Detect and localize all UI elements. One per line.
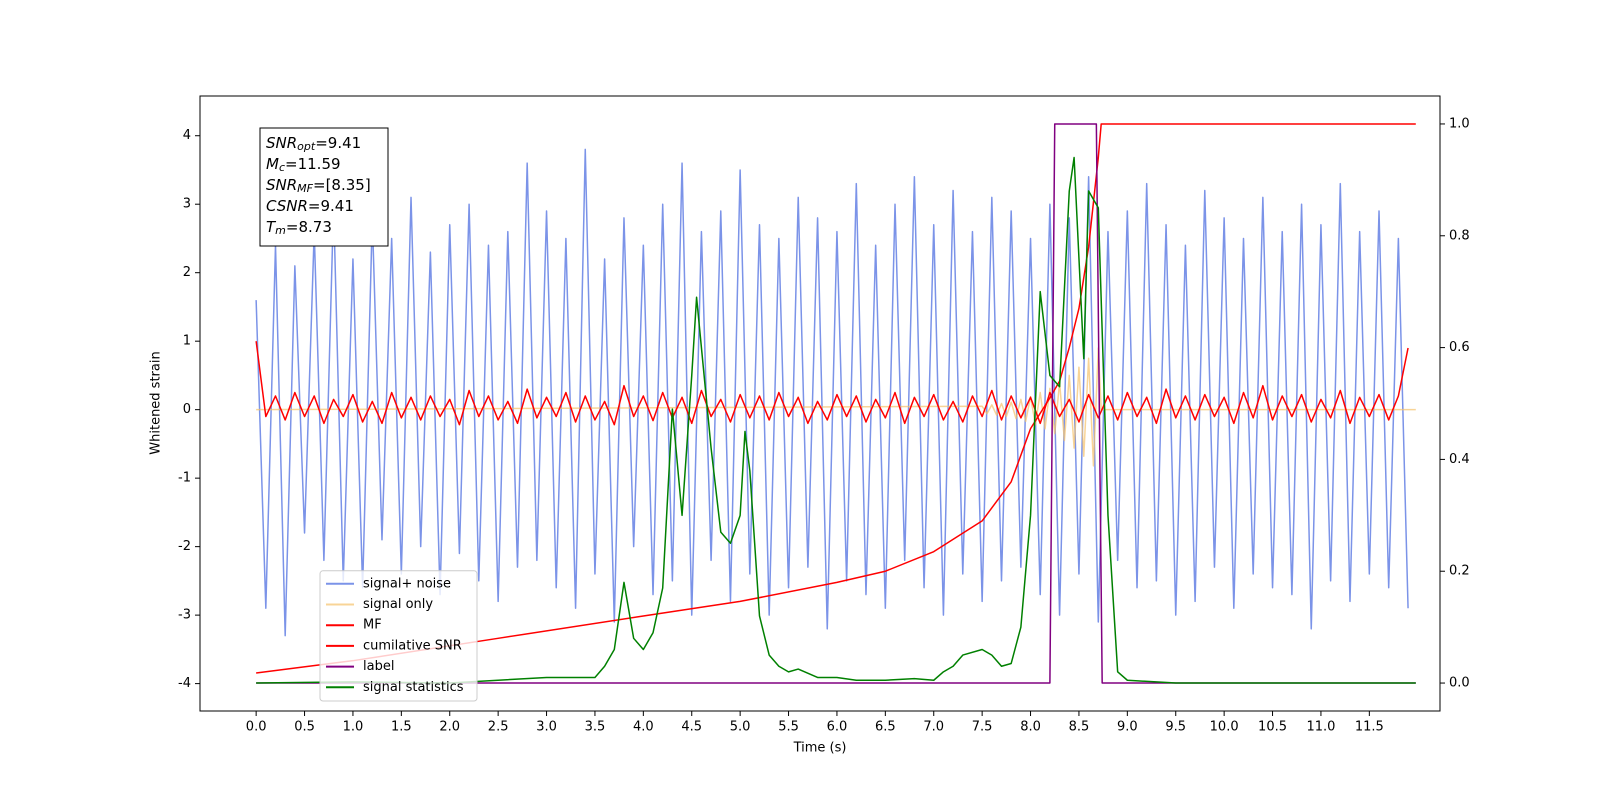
y2-tick-label: 0.2 [1449, 564, 1470, 579]
x-tick-label: 10.5 [1258, 720, 1287, 735]
x-tick-label: 8.5 [1069, 720, 1090, 735]
annotation-subscript: opt [297, 140, 316, 153]
x-tick-label: 11.0 [1306, 720, 1335, 735]
annotation-box [259, 127, 389, 247]
y-tick-label: 1 [183, 334, 191, 349]
series-line [256, 123, 1416, 674]
annotation-line: Mc=11.59 [266, 155, 341, 175]
annotation-symbol: T [266, 218, 277, 236]
y2-tick-label: 1.0 [1449, 116, 1470, 131]
y2-tick-label: 0.0 [1449, 676, 1470, 691]
series-line [256, 123, 1416, 684]
annotation-line: SNRMF=[8.35] [266, 176, 371, 196]
x-tick-label: 8.0 [1020, 720, 1041, 735]
y-tick-label: -2 [178, 539, 191, 554]
x-tick-label: 7.5 [972, 720, 993, 735]
legend-label: signal statistics [363, 680, 464, 695]
annotation-value: =8.73 [286, 218, 332, 236]
annotation-symbol: SNR [266, 134, 297, 152]
x-tick-label: 10.0 [1210, 720, 1239, 735]
x-tick-label: 3.0 [536, 720, 557, 735]
y2-tick-label: 0.6 [1449, 340, 1470, 355]
annotation-value: =9.41 [308, 197, 354, 215]
x-tick-label: 1.5 [391, 720, 412, 735]
annotation-line: Tm=8.73 [266, 218, 332, 238]
series-line [256, 156, 1416, 684]
annotation-subscript: MF [297, 182, 313, 195]
y-tick-label: -4 [178, 676, 191, 691]
axes-frame [199, 95, 1441, 712]
y-axis-label: Whitened strain [149, 351, 164, 454]
x-tick-label: 4.0 [633, 720, 654, 735]
x-tick-label: 5.5 [778, 720, 799, 735]
y2-tick-label: 0.4 [1449, 452, 1470, 467]
series-line [255, 148, 1409, 637]
x-tick-label: 5.0 [730, 720, 751, 735]
x-tick-label: 2.5 [488, 720, 509, 735]
annotation-value: =[8.35] [313, 176, 371, 194]
annotation-symbol: SNR [266, 176, 297, 194]
legend-label: cumilative SNR [363, 638, 462, 653]
x-tick-label: 0.0 [246, 720, 267, 735]
annotation-value: =11.59 [285, 155, 341, 173]
x-tick-label: 7.0 [923, 720, 944, 735]
x-tick-label: 1.0 [343, 720, 364, 735]
y2-tick-label: 0.8 [1449, 228, 1470, 243]
annotation-value: =9.41 [315, 134, 361, 152]
annotation-symbol: M [266, 155, 279, 173]
x-tick-label: 4.5 [681, 720, 702, 735]
legend-label: signal only [363, 597, 433, 612]
series-line [255, 341, 1409, 426]
y-tick-label: 2 [183, 265, 191, 280]
annotation-symbol: CSNR [266, 197, 308, 215]
y-tick-label: 4 [183, 128, 191, 143]
x-tick-label: 6.0 [827, 720, 848, 735]
x-tick-label: 2.0 [439, 720, 460, 735]
y-tick-label: -3 [178, 608, 191, 623]
x-axis-label: Time (s) [793, 741, 847, 756]
y-tick-label: -1 [178, 471, 191, 486]
x-tick-label: 9.5 [1165, 720, 1186, 735]
x-tick-label: 6.5 [875, 720, 896, 735]
x-tick-label: 11.5 [1355, 720, 1384, 735]
annotation-line: CSNR=9.41 [266, 197, 354, 215]
y-tick-label: 3 [183, 197, 191, 212]
legend-label: label [363, 659, 394, 674]
annotation-subscript: c [279, 161, 285, 174]
annotation-line: SNRopt=9.41 [266, 134, 361, 154]
legend-label: MF [363, 618, 382, 633]
x-tick-label: 9.0 [1117, 720, 1138, 735]
y-tick-label: 0 [183, 402, 191, 417]
legend-label: signal+ noise [363, 576, 451, 591]
x-tick-label: 3.5 [585, 720, 606, 735]
legend-box [319, 570, 478, 702]
annotation-subscript: m [275, 224, 286, 237]
x-tick-label: 0.5 [294, 720, 315, 735]
